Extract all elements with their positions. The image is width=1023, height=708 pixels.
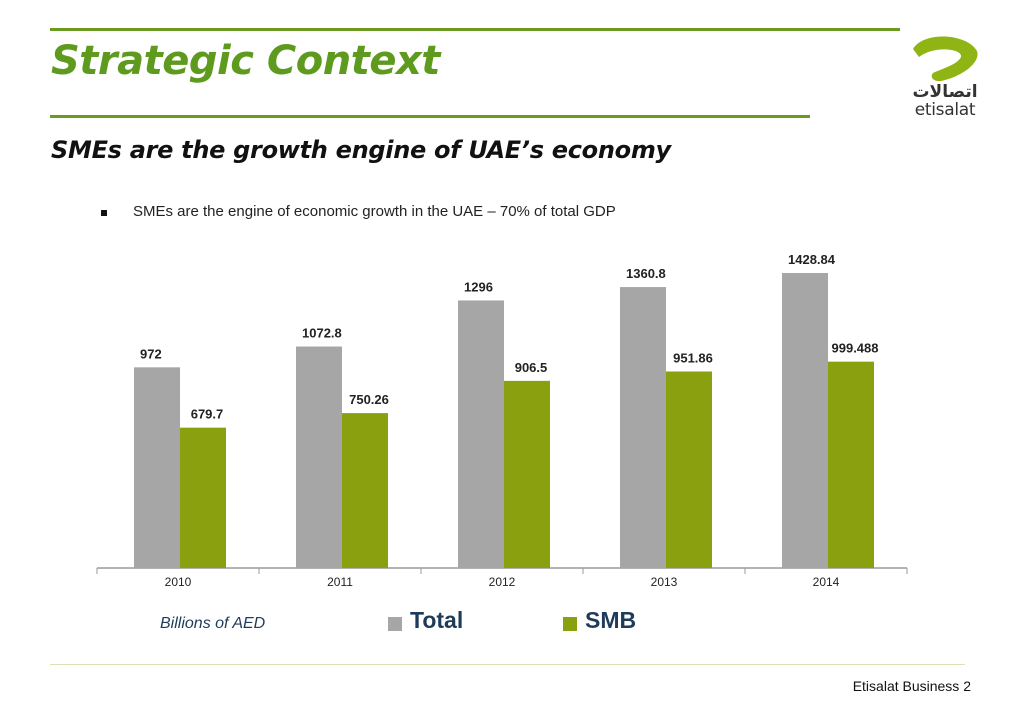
title-top-rule <box>50 28 900 31</box>
data-label-smb-2014: 999.488 <box>832 341 879 356</box>
bar-total-2011 <box>296 346 342 568</box>
bar-chart: 972 679.7 2010 1072.8 750.26 2011 1296 906.5 201… <box>96 252 908 589</box>
legend-swatch-total <box>388 617 402 631</box>
logo-latin-text: etisalat <box>914 100 976 120</box>
legend-label-total: Total <box>410 607 464 633</box>
data-label-total-2013: 1360.8 <box>626 266 666 281</box>
bar-total-2012 <box>458 300 504 568</box>
data-label-total-2010: 972 <box>140 346 162 361</box>
x-tick-label-2012: 2012 <box>489 575 516 589</box>
x-tick-label-2013: 2013 <box>651 575 678 589</box>
footer-page-label: Etisalat Business 2 <box>852 678 971 694</box>
etisalat-logo-icon <box>913 36 978 82</box>
footer-divider <box>50 664 965 665</box>
bar-total-2010 <box>134 367 180 568</box>
data-label-smb-2013: 951.86 <box>673 350 713 365</box>
bar-smb-2013 <box>666 371 712 568</box>
title-bottom-rule <box>50 115 810 118</box>
data-label-total-2011: 1072.8 <box>302 326 342 341</box>
legend-label-smb: SMB <box>585 607 637 633</box>
x-tick-label-2010: 2010 <box>165 575 192 589</box>
page-title: Strategic Context <box>51 38 440 84</box>
logo-swoosh-inner <box>935 54 955 65</box>
data-label-smb-2011: 750.26 <box>349 392 389 407</box>
slide-subtitle: SMEs are the growth engine of UAE’s econ… <box>51 136 671 164</box>
bar-total-2014 <box>782 273 828 568</box>
data-label-smb-2012: 906.5 <box>515 360 548 375</box>
chart-unit-label: Billions of AED <box>160 615 266 632</box>
data-label-smb-2010: 679.7 <box>191 407 224 422</box>
x-tick-label-2011: 2011 <box>327 575 353 589</box>
bullet-text: SMEs are the engine of economic growth i… <box>133 203 616 220</box>
bullet-square-icon <box>101 210 107 216</box>
logo-arabic-text: اتصالات <box>912 82 978 102</box>
data-label-total-2014: 1428.84 <box>788 252 836 267</box>
x-tick-label-2014: 2014 <box>813 575 840 589</box>
logo-swoosh <box>913 36 978 82</box>
data-label-total-2012: 1296 <box>464 279 493 294</box>
bar-smb-2010 <box>180 427 226 568</box>
bar-total-2013 <box>620 287 666 568</box>
bar-smb-2014 <box>828 361 874 568</box>
bar-smb-2012 <box>504 380 550 568</box>
bar-smb-2011 <box>342 413 388 568</box>
legend-swatch-smb <box>563 617 577 631</box>
